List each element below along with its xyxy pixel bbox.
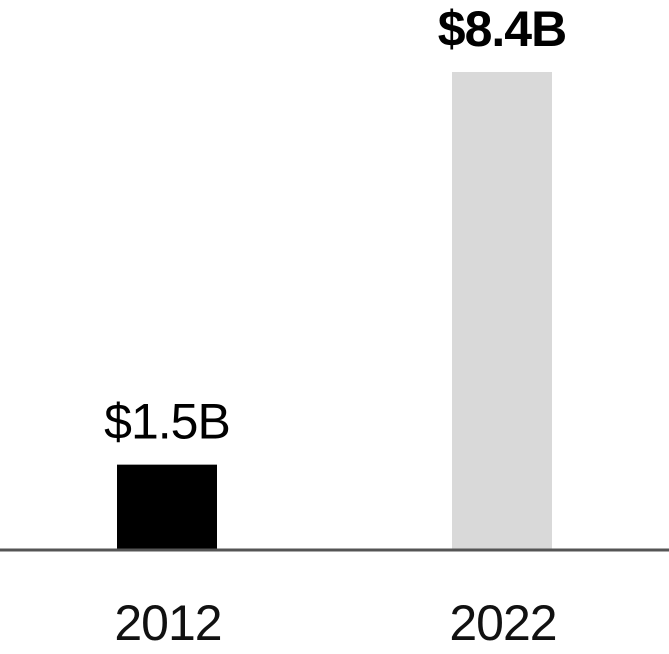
bar-2012 <box>117 464 217 550</box>
value-label-2022: $8.4B <box>438 1 566 57</box>
x-tick-label-2012: 2012 <box>114 595 221 651</box>
value-label-2012: $1.5B <box>104 394 230 450</box>
x-tick-label-2022: 2022 <box>449 595 556 651</box>
bar-2022 <box>452 72 552 550</box>
bars-group <box>117 72 552 550</box>
labels-group: $1.5B 2012 $8.4B 2022 <box>104 1 567 651</box>
